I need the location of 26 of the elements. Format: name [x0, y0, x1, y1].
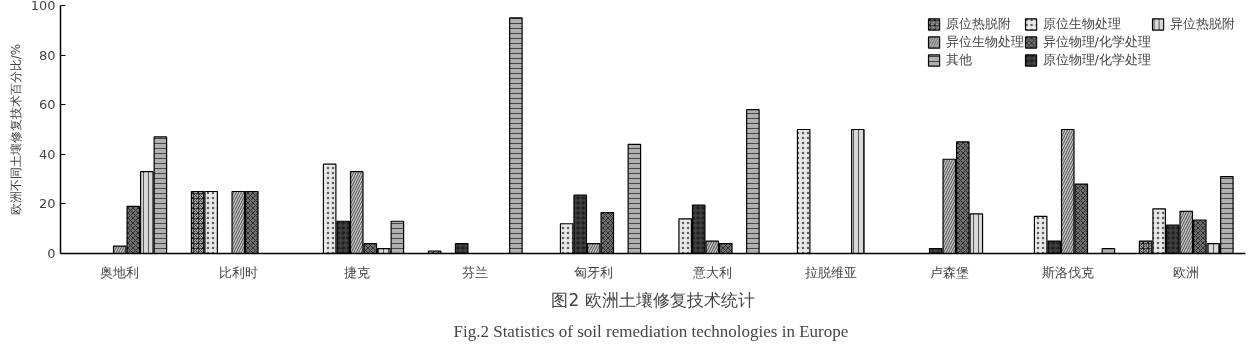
- x-tick-label: 意大利: [691, 264, 732, 280]
- y-tick-label: 80: [38, 47, 56, 63]
- text: Fig.2 Statistics of soil remediation technologies in Europe: [453, 321, 849, 341]
- legend-label: 异位生物处理: [945, 33, 1024, 51]
- x-tick-label: 奥地利: [100, 264, 140, 280]
- legend-label: 异位热脱附: [1170, 15, 1235, 33]
- legend-label: 原位物理/化学处理: [1042, 51, 1151, 69]
- y-tick-label: 40: [38, 146, 56, 162]
- x-tick-label: 芬兰: [462, 264, 489, 280]
- legend-label: 异位物理/化学处理: [1042, 33, 1151, 51]
- x-tick-label: 欧洲: [1173, 264, 1200, 280]
- text: 图2 欧洲土壤修复技术统计: [551, 289, 755, 310]
- y-axis-title: 欧洲不同土壤修复技术百分比/%: [8, 43, 23, 216]
- x-tick-label: 匈牙利: [574, 264, 614, 280]
- y-tick-label: 20: [38, 196, 56, 212]
- y-tick-label: 100: [30, 0, 56, 13]
- x-tick-label: 捷克: [343, 264, 370, 280]
- x-tick-label: 比利时: [218, 264, 258, 280]
- legend-label: 原位生物处理: [1042, 15, 1121, 33]
- x-tick-label: 拉脱维亚: [804, 264, 857, 280]
- legend-label: 原位热脱附: [945, 15, 1011, 33]
- legend-label: 其他: [945, 51, 972, 69]
- y-tick-label: 0: [47, 246, 56, 261]
- x-tick-label: 卢森堡: [929, 264, 969, 280]
- x-tick-label: 斯洛伐克: [1041, 264, 1094, 280]
- y-tick-label: 60: [38, 97, 56, 113]
